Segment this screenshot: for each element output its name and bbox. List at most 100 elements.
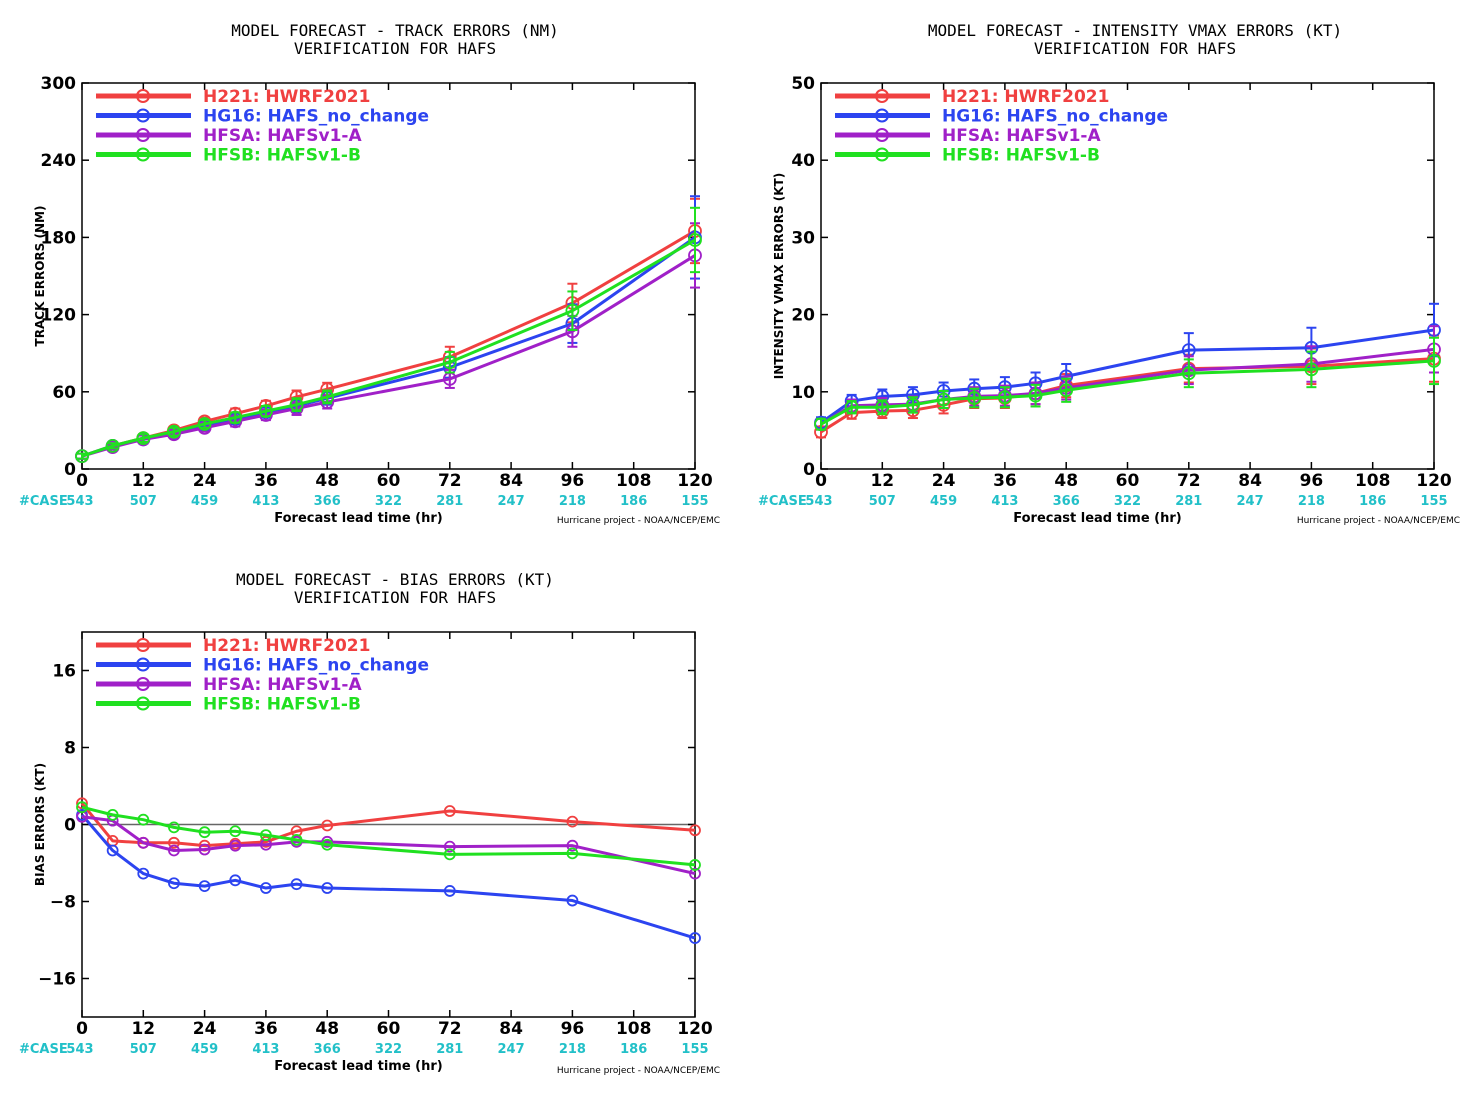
chart-3-data-point — [290, 834, 303, 846]
chart-2-data-point — [814, 417, 828, 432]
chart-3-data-point — [168, 836, 180, 849]
chart-2-case-count: 543 — [805, 494, 832, 509]
chart-1-x-tick-label: 12 — [131, 471, 155, 491]
chart-2-x-axis-label: Forecast lead time (hr) — [1013, 511, 1181, 526]
chart-2-legend-entry: HFSA: HAFSv1-A — [835, 126, 1101, 146]
chart-3-x-axis-label: Forecast lead time (hr) — [274, 1059, 442, 1074]
chart-1-x-tick-label: 108 — [616, 471, 652, 491]
chart-2-title: MODEL FORECAST - INTENSITY VMAX ERRORS (… — [928, 21, 1342, 40]
chart-3-x-tick-label: 72 — [438, 1019, 462, 1039]
chart-1-legend-entry: H221: HWRF2021 — [96, 87, 370, 107]
chart-2-case-count: 281 — [1175, 494, 1202, 509]
chart-1-case-count: 247 — [498, 494, 525, 509]
chart-panel-2: MODEL FORECAST - INTENSITY VMAX ERRORS (… — [758, 21, 1460, 526]
chart-1-legend-marker — [136, 128, 150, 142]
chart-3-case-count: 247 — [498, 1042, 525, 1057]
chart-3-data-point — [229, 874, 242, 887]
chart-3-data-point — [137, 813, 150, 826]
chart-1-title: MODEL FORECAST - TRACK ERRORS (NM) — [231, 21, 559, 40]
chart-1-data-point — [228, 410, 243, 425]
chart-3-x-tick-label: 60 — [377, 1019, 401, 1039]
chart-2-case-count: 459 — [930, 494, 957, 509]
chart-3-series-line — [80, 813, 696, 940]
chart-3-data-point — [229, 839, 242, 852]
chart-2-series-4 — [814, 336, 1441, 432]
chart-2-legend-entry: H221: HWRF2021 — [835, 87, 1109, 107]
chart-2-subtitle: VERIFICATION FOR HAFS — [1034, 39, 1236, 58]
chart-3-x-tick-label: 84 — [499, 1019, 523, 1039]
chart-3-case-count: 459 — [191, 1042, 218, 1057]
chart-1-x-axis-label: Forecast lead time (hr) — [274, 511, 442, 526]
chart-1-data-point — [289, 397, 304, 412]
chart-1-case-count: 507 — [130, 494, 157, 509]
chart-1-legend-label: HFSB: HAFSv1-B — [203, 146, 361, 166]
chart-3-x-tick-label: 48 — [315, 1019, 339, 1039]
chart-1-credit: Hurricane project - NOAA/NCEP/EMC — [557, 516, 720, 526]
chart-1-legend-marker — [136, 89, 150, 103]
chart-2-data-point — [1059, 383, 1074, 398]
chart-1-case-count: 413 — [252, 494, 279, 509]
chart-1-data-point — [136, 431, 151, 446]
chart-2-y-tick-label: 0 — [803, 460, 815, 480]
chart-2-x-tick-label: 12 — [870, 471, 894, 491]
chart-2-legend-label: H221: HWRF2021 — [942, 87, 1109, 107]
chart-1-x-tick-label: 72 — [438, 471, 462, 491]
chart-3-data-point — [443, 885, 456, 897]
chart-1-legend-marker — [136, 108, 150, 123]
chart-panel-1: MODEL FORECAST - TRACK ERRORS (NM)VERIFI… — [19, 21, 720, 526]
chart-3-data-point — [259, 882, 272, 894]
chart-3-title: MODEL FORECAST - BIAS ERRORS (KT) — [236, 570, 554, 589]
chart-1-case-count: 543 — [66, 494, 93, 509]
chart-2-data-point — [1028, 388, 1043, 403]
chart-2-legend-label: HFSA: HAFSv1-A — [942, 126, 1101, 146]
chart-1-series-2 — [75, 195, 702, 464]
chart-1-data-point — [565, 303, 580, 318]
chart-3-legend-label: HFSB: HAFSv1-B — [203, 695, 361, 715]
chart-2-case-prefix: #CASE — [758, 494, 807, 509]
chart-3-case-count: 218 — [559, 1042, 586, 1057]
chart-3-legend-marker — [136, 638, 150, 652]
chart-2-x-tick-label: 84 — [1238, 471, 1262, 491]
chart-2-x-tick-label: 96 — [1300, 471, 1324, 491]
chart-2-y-tick-label: 50 — [791, 74, 815, 94]
chart-1-data-point — [167, 424, 181, 439]
chart-3-series-2 — [76, 808, 701, 944]
chart-2-y-tick-label: 10 — [791, 383, 815, 403]
chart-2-data-point — [1304, 362, 1319, 377]
chart-1-legend-entry: HFSB: HAFSv1-B — [96, 146, 361, 166]
chart-1-x-tick-label: 0 — [76, 471, 88, 491]
chart-3-y-tick-label: 0 — [64, 816, 76, 836]
chart-3-data-point — [689, 932, 701, 944]
chart-3-x-tick-label: 0 — [76, 1019, 88, 1039]
chart-2-x-tick-label: 60 — [1116, 471, 1140, 491]
chart-3-data-point — [168, 821, 180, 834]
chart-3-data-point — [689, 867, 701, 880]
chart-1-x-tick-label: 48 — [315, 471, 339, 491]
chart-3-case-count: 155 — [681, 1042, 708, 1057]
chart-3-credit: Hurricane project - NOAA/NCEP/EMC — [557, 1066, 720, 1076]
chart-1-plot-frame — [81, 82, 696, 470]
chart-3-case-count: 507 — [130, 1042, 157, 1057]
chart-2-case-count: 155 — [1420, 494, 1447, 509]
chart-panel-3: MODEL FORECAST - BIAS ERRORS (KT)VERIFIC… — [19, 570, 720, 1076]
chart-1-y-axis-label: TRACK ERRORS (NM) — [33, 206, 47, 347]
chart-3-data-point — [106, 808, 119, 821]
chart-2-legend-marker — [875, 147, 889, 162]
chart-3-legend-entry: H221: HWRF2021 — [96, 636, 370, 656]
chart-2-x-tick-label: 48 — [1054, 471, 1078, 491]
chart-1-series-line — [81, 236, 696, 458]
chart-2-case-count: 218 — [1298, 494, 1325, 509]
chart-3-case-count: 543 — [66, 1042, 93, 1057]
chart-1-series-4 — [75, 206, 702, 464]
chart-3-legend-label: HFSA: HAFSv1-A — [203, 675, 362, 695]
chart-3-legend-entry: HFSA: HAFSv1-A — [96, 675, 362, 695]
chart-3-data-point — [443, 805, 456, 817]
chart-2-x-tick-label: 108 — [1355, 471, 1391, 491]
chart-3-data-point — [290, 878, 303, 891]
chart-3-legend-entry: HFSB: HAFSv1-B — [96, 695, 361, 715]
chart-2-x-tick-label: 120 — [1416, 471, 1452, 491]
chart-3-case-count: 322 — [375, 1042, 402, 1057]
chart-3-case-count: 366 — [314, 1042, 341, 1057]
chart-3-data-point — [76, 801, 88, 814]
chart-3-series-4 — [76, 801, 701, 871]
